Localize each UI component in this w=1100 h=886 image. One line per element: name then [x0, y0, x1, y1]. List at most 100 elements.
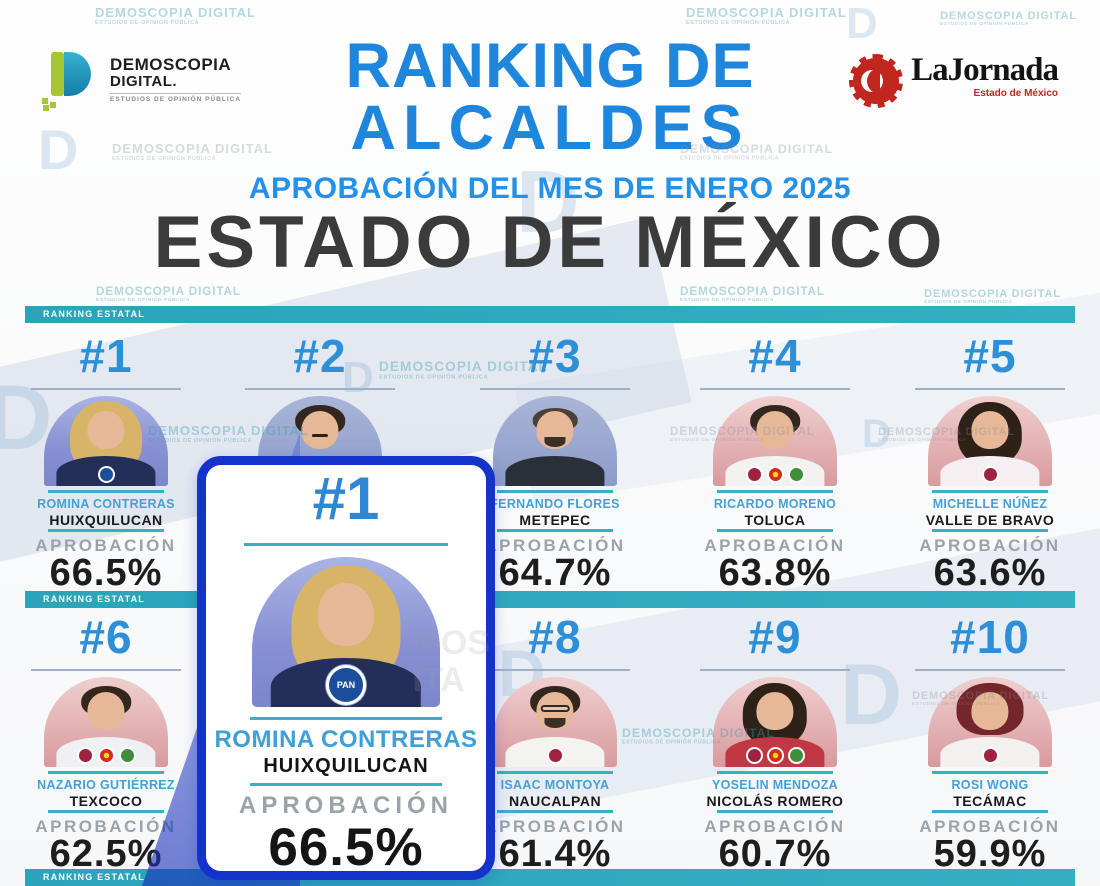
municipality: TOLUCA	[744, 512, 806, 528]
morena-logo	[981, 466, 999, 483]
watermark-d-logo: D	[840, 647, 903, 743]
mayor-photo	[493, 677, 617, 767]
approval-label: APROBACIÓN	[238, 792, 453, 819]
face	[971, 692, 1009, 731]
mayor-photo	[44, 396, 168, 486]
divider	[932, 490, 1048, 493]
watermark-d-logo: D	[38, 118, 79, 181]
face	[301, 411, 339, 450]
morena-logo	[981, 747, 999, 764]
divider	[717, 529, 833, 532]
brand-name: DEMOSCOPIA	[110, 55, 232, 74]
rank-label: #1	[312, 465, 380, 532]
rank-label: #1	[79, 330, 133, 382]
mayor-name: FERNANDO FLORES	[490, 497, 620, 511]
municipality: NAUCALPAN	[508, 793, 602, 809]
watermark-d-logo: D	[516, 152, 580, 251]
rank-underline	[244, 543, 448, 546]
mayor-photo	[928, 396, 1052, 486]
demoscopia-logo: DEMOSCOPIA DIGITAL. ESTUDIOS DE OPINIÓN …	[42, 52, 242, 111]
rank-underline	[915, 669, 1065, 671]
divider	[497, 771, 613, 774]
mayor-name: NAZARIO GUTIÉRREZ	[37, 778, 175, 792]
brand-name2: DIGITAL.	[110, 73, 178, 90]
ranking-entry: #10 ROSI WONG TECÁMAC APROBACIÓN 59.9%	[894, 611, 1086, 881]
pt-logo	[97, 747, 115, 764]
mayor-name: ROMINA CONTRERAS	[214, 726, 478, 753]
rank-label: #6	[79, 611, 133, 663]
watermark-d-logo: D	[0, 367, 53, 469]
approval-label: APROBACIÓN	[35, 536, 177, 555]
rank-label: #2	[293, 330, 347, 382]
mustache	[311, 433, 329, 438]
divider	[717, 810, 833, 813]
demoscopia-d-icon	[42, 52, 100, 111]
morena-logo	[745, 747, 763, 764]
mayor-photo	[713, 677, 837, 767]
ranking-entry: #3 FERNANDO FLORES METEPEC APROBACIÓN 64…	[459, 330, 651, 600]
watermark-d-logo: D	[846, 0, 878, 48]
approval-label: APROBACIÓN	[35, 817, 177, 836]
pvem-logo	[118, 747, 136, 764]
state-title: ESTADO DE MÉXICO	[153, 202, 947, 283]
approval-value: 59.9%	[933, 833, 1047, 875]
torso	[505, 456, 605, 486]
lajornada-subtitle: Estado de México	[973, 88, 1058, 99]
divider	[932, 810, 1048, 813]
watermark: DEMOSCOPIA DIGITAL ESTUDIOS DE OPINIÓN PÚ…	[96, 284, 241, 303]
beard	[544, 436, 566, 448]
ranking-entry: #5 MICHELLE NÚÑEZ VALLE DE BRAVO APROBAC…	[894, 330, 1086, 600]
municipality: HUIXQUILUCAN	[263, 755, 429, 777]
pvem-logo	[787, 466, 805, 483]
approval-label: APROBACIÓN	[484, 536, 626, 555]
mayor-name: ROMINA CONTRERAS	[37, 497, 175, 511]
morena-logo	[546, 747, 564, 764]
brand-tagline: ESTUDIOS DE OPINIÓN PÚBLICA	[110, 93, 242, 103]
glasses	[540, 704, 570, 713]
beard	[544, 717, 566, 729]
divider	[48, 810, 164, 813]
party-logos	[928, 466, 1052, 483]
divider	[497, 490, 613, 493]
watermark: DEMOSCOPIA DIGITAL ESTUDIOS DE OPINIÓN PÚ…	[680, 284, 825, 303]
section-banner: RANKING ESTATAL	[25, 306, 1075, 323]
pvem-logo	[787, 747, 805, 764]
approval-value: 64.7%	[498, 552, 612, 594]
mayor-name: ISAAC MONTOYA	[500, 778, 610, 792]
mayor-photo	[713, 396, 837, 486]
rank-label: #10	[950, 611, 1030, 663]
approval-label: APROBACIÓN	[704, 536, 846, 555]
approval-label: APROBACIÓN	[704, 817, 846, 836]
municipality: METEPEC	[519, 512, 591, 528]
rank-label: #9	[748, 611, 802, 663]
lajornada-gear-icon	[849, 54, 904, 108]
page-title: RANKING DE ALCALDES	[0, 31, 1100, 159]
morena-logo	[76, 747, 94, 764]
divider	[48, 771, 164, 774]
party-logos	[713, 466, 837, 483]
pt-logo	[766, 466, 784, 483]
approval-value: 63.8%	[718, 552, 832, 594]
mayor-name: YOSELIN MENDOZA	[711, 778, 839, 792]
rank-label: #3	[528, 330, 582, 382]
pan-logo: PAN	[326, 665, 366, 705]
mayor-photo	[493, 396, 617, 486]
divider	[250, 717, 442, 720]
title-line1: RANKING DE	[345, 31, 755, 101]
watermark: DEMOSCOPIA DIGITAL ESTUDIOS DE OPINIÓN PÚ…	[686, 5, 847, 26]
divider	[48, 529, 164, 532]
approval-label: APROBACIÓN	[484, 817, 626, 836]
rank-label: #8	[528, 611, 582, 663]
watermark-d-logo: D	[342, 353, 374, 402]
rank-underline	[700, 669, 850, 671]
face	[756, 692, 794, 731]
approval-value: 62.5%	[49, 833, 163, 875]
party-logos	[928, 747, 1052, 764]
divider	[932, 771, 1048, 774]
ranking-entry: #6 NAZARIO GUTIÉRREZ TEXCOCO APROBACIÓN …	[10, 611, 202, 881]
lajornada-logo: LaJornada Estado de México	[849, 54, 1059, 108]
approval-label: APROBACIÓN	[919, 536, 1061, 555]
morena-logo	[745, 466, 763, 483]
approval-value: 66.5%	[49, 552, 163, 594]
